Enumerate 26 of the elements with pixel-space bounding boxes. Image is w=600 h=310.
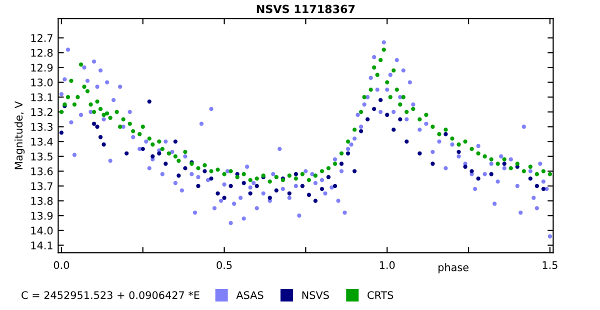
- y-tick-label: 13.3: [31, 122, 53, 131]
- y-tick-label: 13.6: [31, 167, 53, 176]
- y-tick-label: 13.5: [31, 152, 52, 160]
- y-tick-label: 12.9: [31, 64, 53, 72]
- y-tick-label: 14.1: [31, 242, 52, 250]
- legend-label: ASAS: [236, 291, 264, 300]
- x-tick-label: 0.0: [54, 261, 70, 270]
- y-tick-label: 13.7: [31, 182, 52, 190]
- x-axis-title: phase: [438, 263, 468, 274]
- y-tick-label: 13.2: [31, 108, 52, 116]
- x-tick-label: 1.5: [542, 261, 558, 270]
- y-tick-label: 12.7: [31, 34, 52, 42]
- text: C = 2452951.523 + 0.0906427 *E: [22, 291, 200, 300]
- y-tick-label: 13.9: [31, 212, 53, 220]
- legend-label: CRTS: [368, 291, 394, 300]
- y-tick-label: 13.1: [31, 93, 52, 102]
- chart-title: NSVS 11718367: [256, 4, 355, 14]
- y-tick-label: 13.8: [31, 197, 53, 205]
- y-tick-label: 14.0: [31, 226, 53, 235]
- y-tick-label: 13.4: [31, 138, 53, 146]
- y-tick-label: 13.0: [31, 78, 53, 86]
- x-tick-label: 1.0: [380, 261, 395, 270]
- legend-label: NSVS: [302, 291, 329, 300]
- x-tick-label: 0.5: [216, 261, 232, 270]
- y-axis-title: Magnitude, V: [14, 101, 25, 170]
- y-tick-label: 12.8: [31, 48, 53, 57]
